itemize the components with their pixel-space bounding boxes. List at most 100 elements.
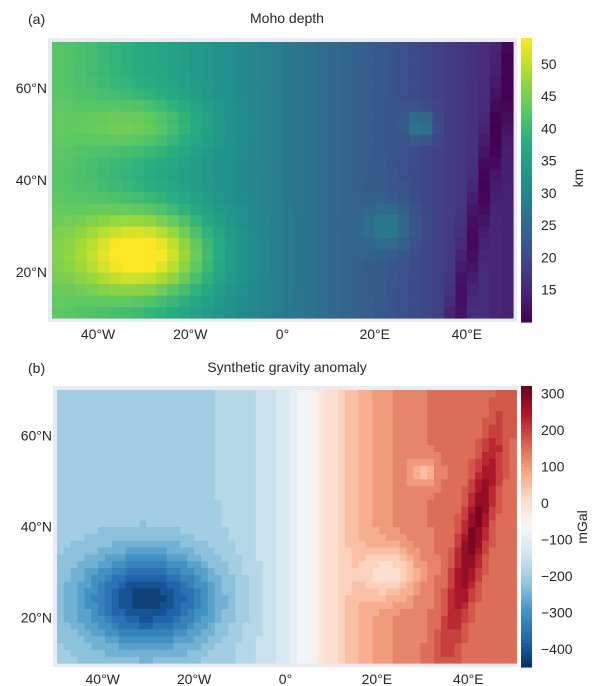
heatmap-cell xyxy=(132,134,145,147)
heatmap-cell xyxy=(121,76,134,89)
heatmap-cell xyxy=(173,437,181,446)
heatmap-cell xyxy=(502,444,511,453)
heatmap-cell xyxy=(98,122,111,135)
heatmap-cell xyxy=(152,424,161,432)
heatmap-cell xyxy=(331,656,339,664)
heatmap-cell xyxy=(406,485,415,493)
heatmap-cell xyxy=(270,306,284,319)
heatmap-cell xyxy=(413,512,421,521)
heatmap-cell xyxy=(399,499,408,507)
heatmap-cell xyxy=(255,512,264,521)
heatmap-cell xyxy=(443,76,456,89)
heatmap-cell xyxy=(178,111,191,124)
heatmap-cell xyxy=(290,437,298,446)
heatmap-cell xyxy=(91,656,99,664)
heatmap-cell xyxy=(432,122,445,135)
heatmap-cell xyxy=(173,601,181,609)
heatmap-cell xyxy=(509,594,517,603)
heatmap-cell xyxy=(166,581,175,589)
heatmap-cell xyxy=(482,451,490,459)
heatmap-cell xyxy=(461,492,469,500)
heatmap-cell xyxy=(482,567,490,575)
heatmap-cell xyxy=(386,226,399,239)
heatmap-cell xyxy=(303,485,312,493)
heatmap-cell xyxy=(214,451,223,459)
heatmap-cell xyxy=(194,485,202,493)
heatmap-cell xyxy=(224,53,238,66)
heatmap-cell xyxy=(372,451,380,459)
heatmap-cell xyxy=(482,424,490,432)
heatmap-cell xyxy=(296,615,305,623)
heatmap-cell xyxy=(166,649,175,657)
heatmap-cell xyxy=(269,540,277,548)
heatmap-cell xyxy=(247,214,261,227)
heatmap-cell xyxy=(98,587,106,596)
heatmap-cell xyxy=(365,471,373,480)
heatmap-cell xyxy=(190,203,203,216)
heatmap-cell xyxy=(104,403,113,412)
heatmap-cell xyxy=(392,410,401,418)
heatmap-cell xyxy=(200,519,209,528)
heatmap-cell xyxy=(132,122,145,135)
heatmap-cell xyxy=(466,134,480,147)
heatmap-cell xyxy=(52,111,65,124)
heatmap-cell xyxy=(259,134,272,147)
heatmap-cell xyxy=(221,390,229,398)
heatmap-cell xyxy=(489,191,503,204)
heatmap-cell xyxy=(399,628,408,637)
heatmap-cell xyxy=(324,471,332,480)
heatmap-cell xyxy=(397,168,410,181)
heatmap-cell xyxy=(255,417,264,425)
heatmap-cell xyxy=(187,430,195,439)
colorbar-segment xyxy=(521,204,532,209)
heatmap-cell xyxy=(167,214,180,227)
heatmap-cell xyxy=(509,574,517,582)
heatmap-cell xyxy=(121,111,134,124)
heatmap-cell xyxy=(372,403,380,412)
heatmap-cell xyxy=(495,506,504,514)
heatmap-cell xyxy=(303,512,312,521)
heatmap-cell xyxy=(365,492,373,500)
heatmap-cell xyxy=(351,76,364,89)
heatmap-cell xyxy=(242,574,250,582)
heatmap-cell xyxy=(443,272,456,285)
heatmap-cell xyxy=(235,403,243,412)
colorbar-segment xyxy=(521,442,532,447)
heatmap-cell xyxy=(440,656,449,664)
heatmap-cell xyxy=(224,122,238,135)
colorbar-segment xyxy=(521,233,532,238)
colorbar-segment xyxy=(521,66,532,71)
heatmap-cell xyxy=(63,615,72,623)
heatmap-cell xyxy=(57,540,65,548)
heatmap-cell xyxy=(358,485,367,493)
heatmap-cell xyxy=(399,615,408,623)
heatmap-cell xyxy=(146,430,154,439)
heatmap-cell xyxy=(86,145,99,158)
heatmap-cell xyxy=(276,526,284,534)
heatmap-cell xyxy=(247,203,261,216)
heatmap-cell xyxy=(109,134,122,147)
heatmap-cell xyxy=(132,157,145,170)
heatmap-cell xyxy=(427,553,435,562)
heatmap-cell xyxy=(454,458,463,466)
heatmap-cell xyxy=(180,417,188,425)
heatmap-cell xyxy=(478,168,491,181)
heatmap-cell xyxy=(180,533,188,541)
heatmap-cell xyxy=(310,622,319,630)
heatmap-cell xyxy=(259,249,272,262)
heatmap-cell xyxy=(104,417,113,425)
heatmap-cell xyxy=(501,283,514,296)
colorbar-segment xyxy=(521,473,532,478)
heatmap-cell xyxy=(173,642,181,650)
heatmap-cell xyxy=(296,424,305,432)
heatmap-cell xyxy=(178,99,191,112)
heatmap-cell xyxy=(91,499,99,507)
heatmap-cell xyxy=(455,88,468,101)
heatmap-cell xyxy=(187,581,195,589)
y-tick-label: 60°N xyxy=(21,428,52,444)
heatmap-cell xyxy=(98,430,106,439)
colorbar-segment xyxy=(521,449,532,454)
heatmap-cell xyxy=(328,306,341,319)
heatmap-cell xyxy=(379,656,387,664)
heatmap-cell xyxy=(317,567,325,575)
